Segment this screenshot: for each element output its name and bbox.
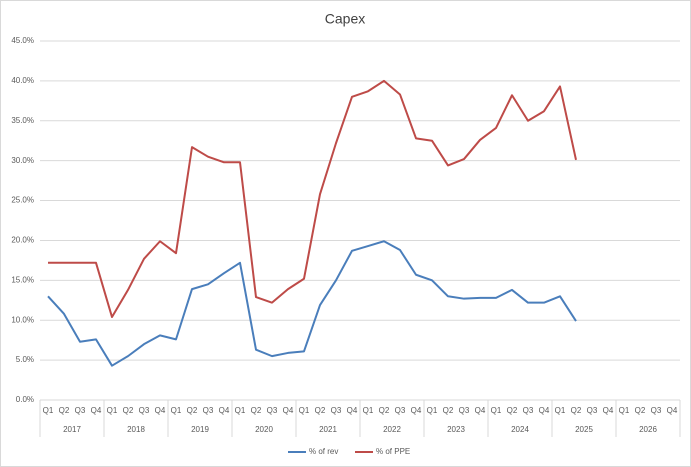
- y-tick-label: 5.0%: [16, 355, 34, 364]
- x-tick-label: Q3: [587, 406, 598, 415]
- x-tick-label: Q3: [651, 406, 662, 415]
- x-group-label: 2020: [255, 425, 273, 434]
- y-tick-label: 20.0%: [11, 236, 34, 245]
- x-group-label: 2024: [511, 425, 529, 434]
- y-tick-label: 15.0%: [11, 275, 34, 284]
- x-tick-label: Q2: [443, 406, 454, 415]
- y-tick-label: 40.0%: [11, 76, 34, 85]
- x-tick-label: Q3: [139, 406, 150, 415]
- x-tick-label: Q3: [395, 406, 406, 415]
- x-tick-label: Q4: [411, 406, 422, 415]
- x-tick-label: Q3: [203, 406, 214, 415]
- y-tick-label: 25.0%: [11, 196, 34, 205]
- x-tick-label: Q3: [267, 406, 278, 415]
- x-tick-label: Q4: [155, 406, 166, 415]
- x-tick-label: Q2: [315, 406, 326, 415]
- x-tick-label: Q2: [123, 406, 134, 415]
- x-group-label: 2021: [319, 425, 337, 434]
- line-series: [48, 79, 577, 319]
- x-group-label: 2019: [191, 425, 209, 434]
- x-tick-label: Q3: [459, 406, 470, 415]
- y-tick-label: 35.0%: [11, 116, 34, 125]
- x-tick-label: Q2: [379, 406, 390, 415]
- x-group-label: 2023: [447, 425, 465, 434]
- x-tick-label: Q2: [59, 406, 70, 415]
- x-group-label: 2018: [127, 425, 145, 434]
- x-tick-label: Q2: [187, 406, 198, 415]
- x-tick-label: Q3: [75, 406, 86, 415]
- y-tick-label: 45.0%: [11, 36, 34, 45]
- legend-label: % of rev: [309, 447, 338, 456]
- x-tick-label: Q1: [363, 406, 374, 415]
- chart-title: Capex: [325, 11, 365, 27]
- x-group-label: 2022: [383, 425, 401, 434]
- x-tick-label: Q4: [91, 406, 102, 415]
- y-tick-label: 10.0%: [11, 315, 34, 324]
- x-tick-label: Q1: [107, 406, 118, 415]
- legend-label: % of PPE: [376, 447, 410, 456]
- y-tick-label: 30.0%: [11, 156, 34, 165]
- x-tick-label: Q1: [491, 406, 502, 415]
- x-tick-label: Q1: [43, 406, 54, 415]
- x-tick-label: Q4: [347, 406, 358, 415]
- x-tick-label: Q4: [283, 406, 294, 415]
- y-tick-label: 0.0%: [16, 395, 34, 404]
- x-tick-label: Q2: [571, 406, 582, 415]
- x-tick-label: Q3: [523, 406, 534, 415]
- x-tick-label: Q1: [299, 406, 310, 415]
- x-tick-label: Q1: [235, 406, 246, 415]
- x-tick-label: Q1: [619, 406, 630, 415]
- x-group-label: 2025: [575, 425, 593, 434]
- x-tick-label: Q4: [219, 406, 230, 415]
- x-tick-label: Q3: [331, 406, 342, 415]
- x-tick-label: Q1: [555, 406, 566, 415]
- x-tick-label: Q4: [475, 406, 486, 415]
- line-series: [47, 240, 577, 367]
- x-tick-label: Q2: [251, 406, 262, 415]
- x-tick-label: Q2: [635, 406, 646, 415]
- x-tick-label: Q4: [539, 406, 550, 415]
- x-group-label: 2017: [63, 425, 81, 434]
- x-tick-label: Q4: [667, 406, 678, 415]
- x-tick-label: Q1: [171, 406, 182, 415]
- x-tick-label: Q4: [603, 406, 614, 415]
- x-group-label: 2026: [639, 425, 657, 434]
- x-tick-label: Q1: [427, 406, 438, 415]
- x-tick-label: Q2: [507, 406, 518, 415]
